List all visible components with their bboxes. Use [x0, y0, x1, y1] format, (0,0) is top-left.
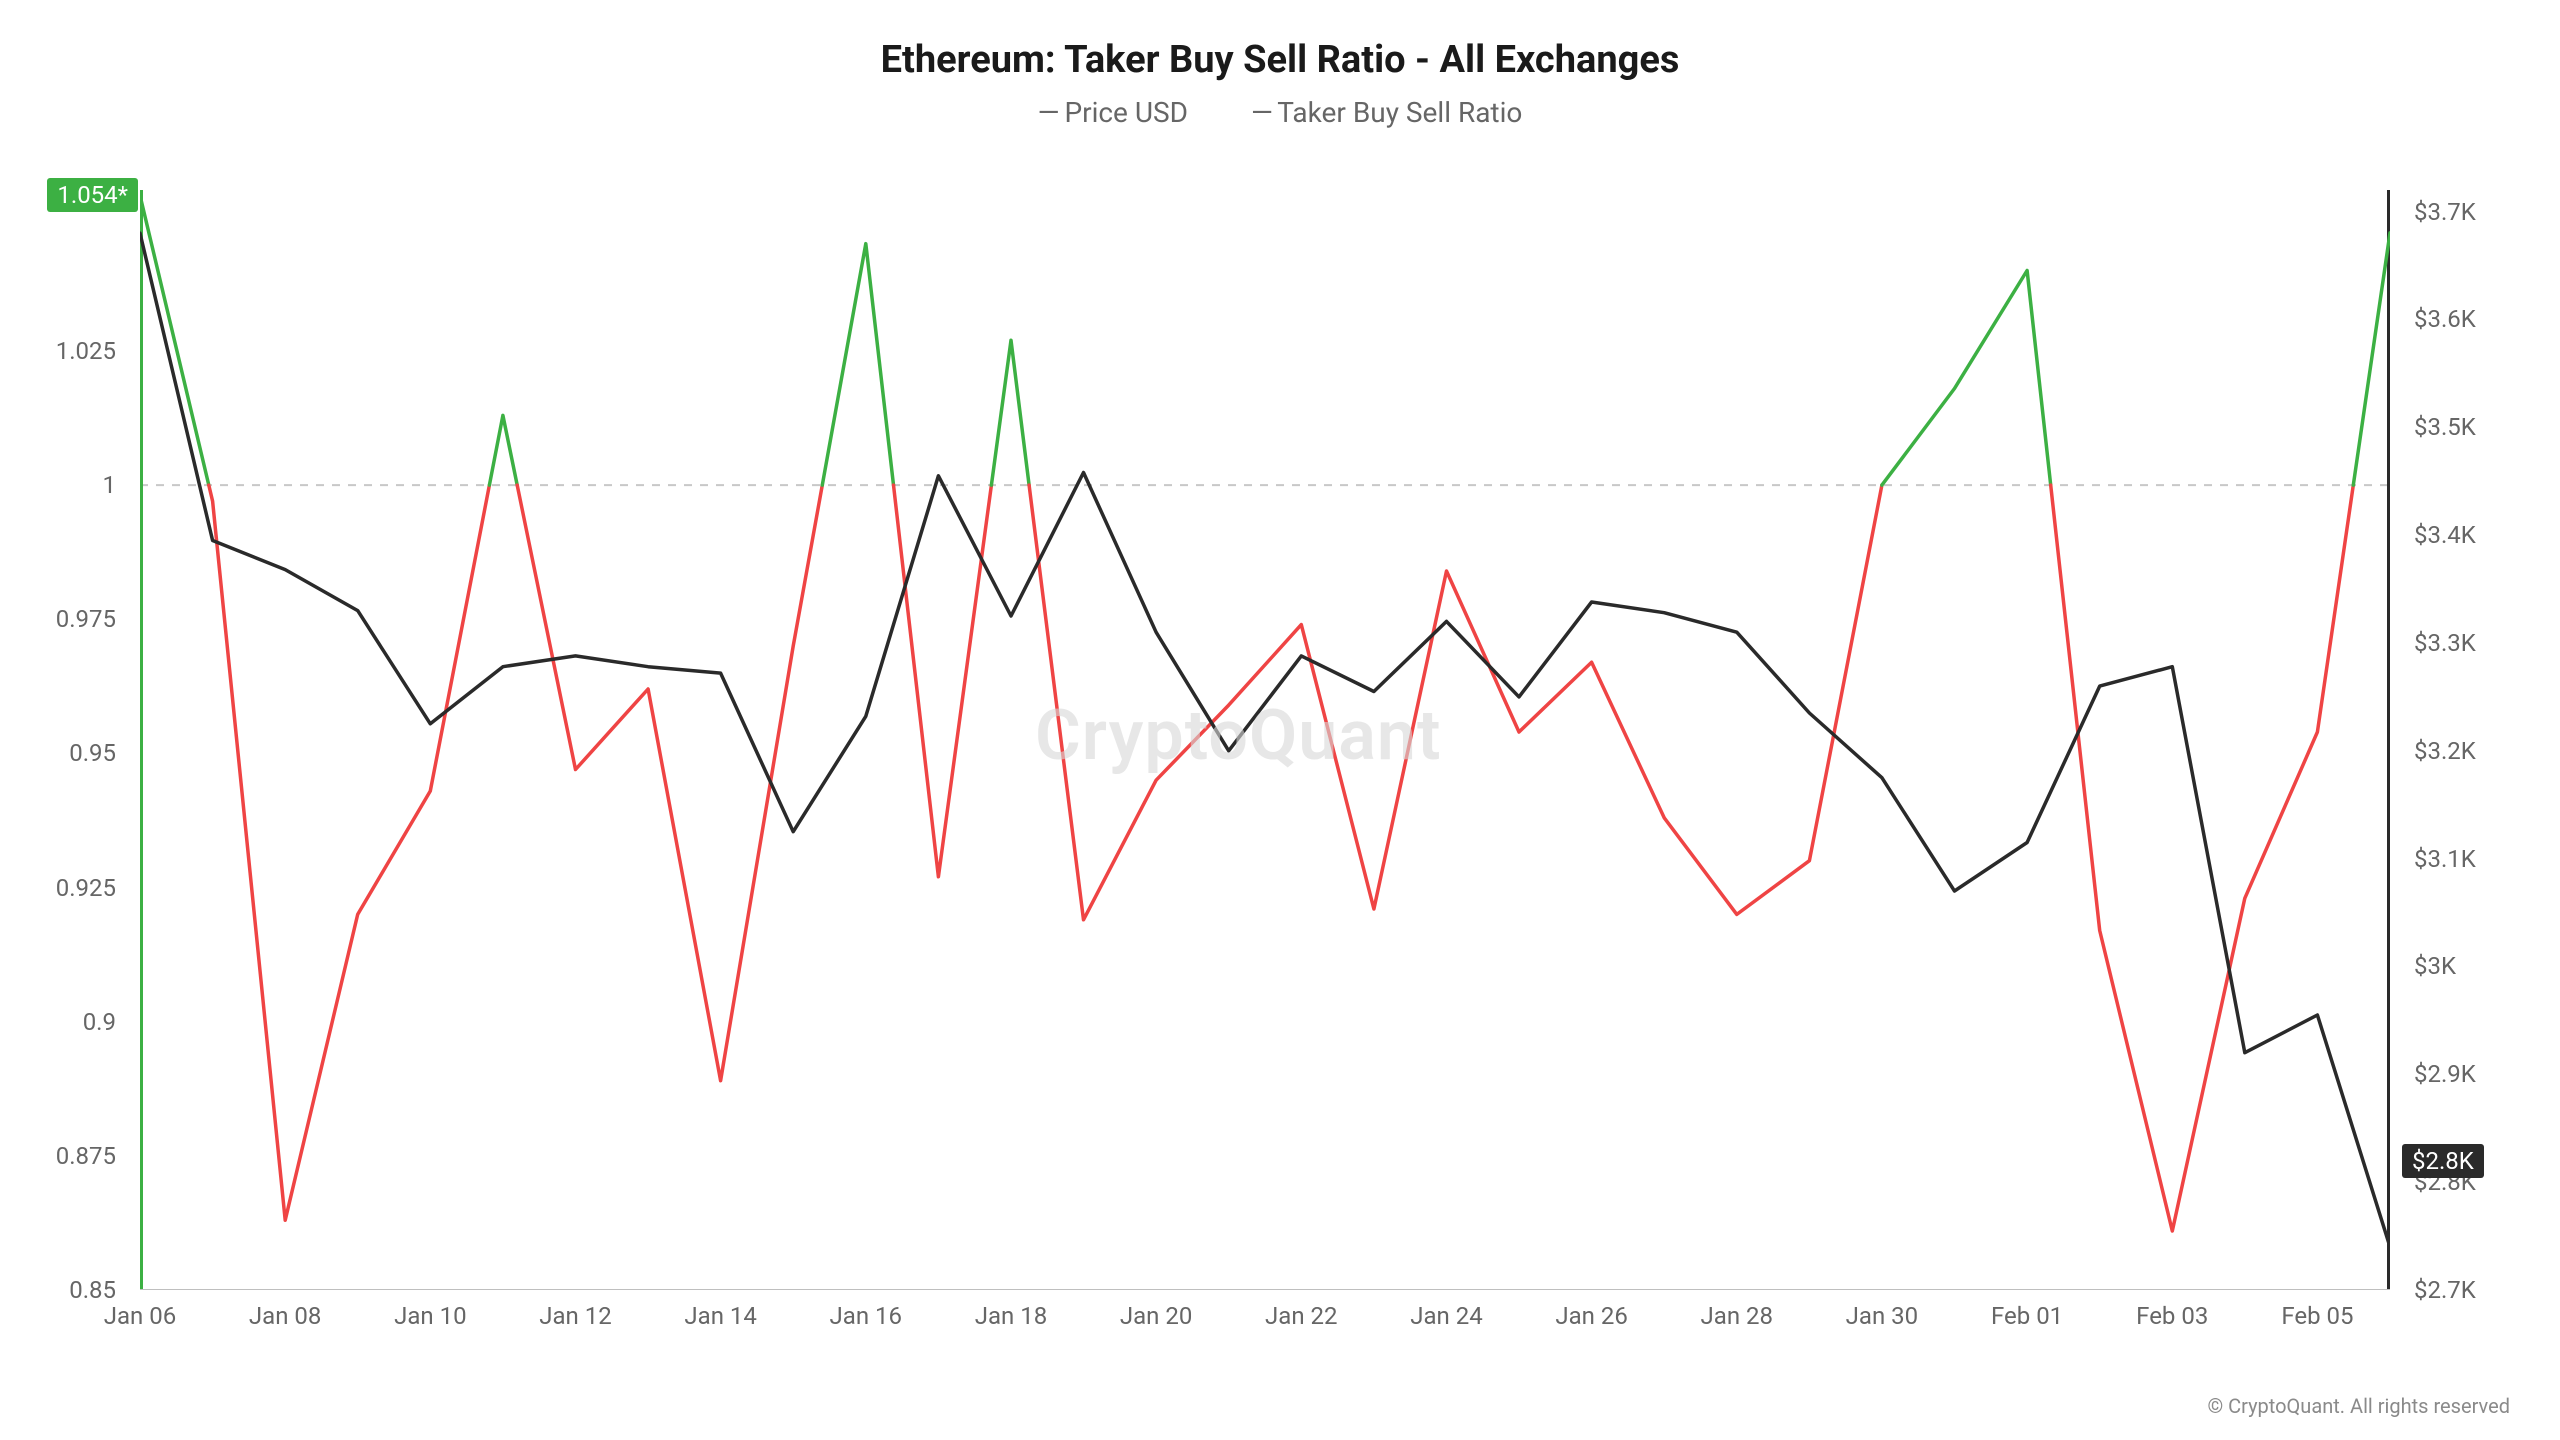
y-axis-left-labels: 0.850.8750.90.9250.950.97511.025 [0, 190, 130, 1290]
x-axis-labels: Jan 06Jan 08Jan 10Jan 12Jan 14Jan 16Jan … [140, 1302, 2390, 1342]
legend-label-2: Taker Buy Sell Ratio [1277, 96, 1522, 129]
chart-container: Ethereum: Taker Buy Sell Ratio - All Exc… [0, 0, 2560, 1440]
left-axis-value-badge: 1.054* [47, 178, 138, 212]
legend-line-1: — [1038, 96, 1058, 129]
chart-legend: — Price USD — Taker Buy Sell Ratio [0, 96, 2560, 129]
y-axis-right-labels: $2.7K$2.8K$2.9K$3K$3.1K$3.2K$3.3K$3.4K$3… [2400, 190, 2540, 1290]
legend-line-2: — [1251, 96, 1271, 129]
copyright-text: © CryptoQuant. All rights reserved [2207, 1394, 2510, 1418]
chart-plot-area [140, 190, 2390, 1290]
right-axis-value-badge: $2.8K [2402, 1144, 2484, 1178]
legend-label-1: Price USD [1064, 96, 1188, 129]
chart-title: Ethereum: Taker Buy Sell Ratio - All Exc… [0, 38, 2560, 82]
